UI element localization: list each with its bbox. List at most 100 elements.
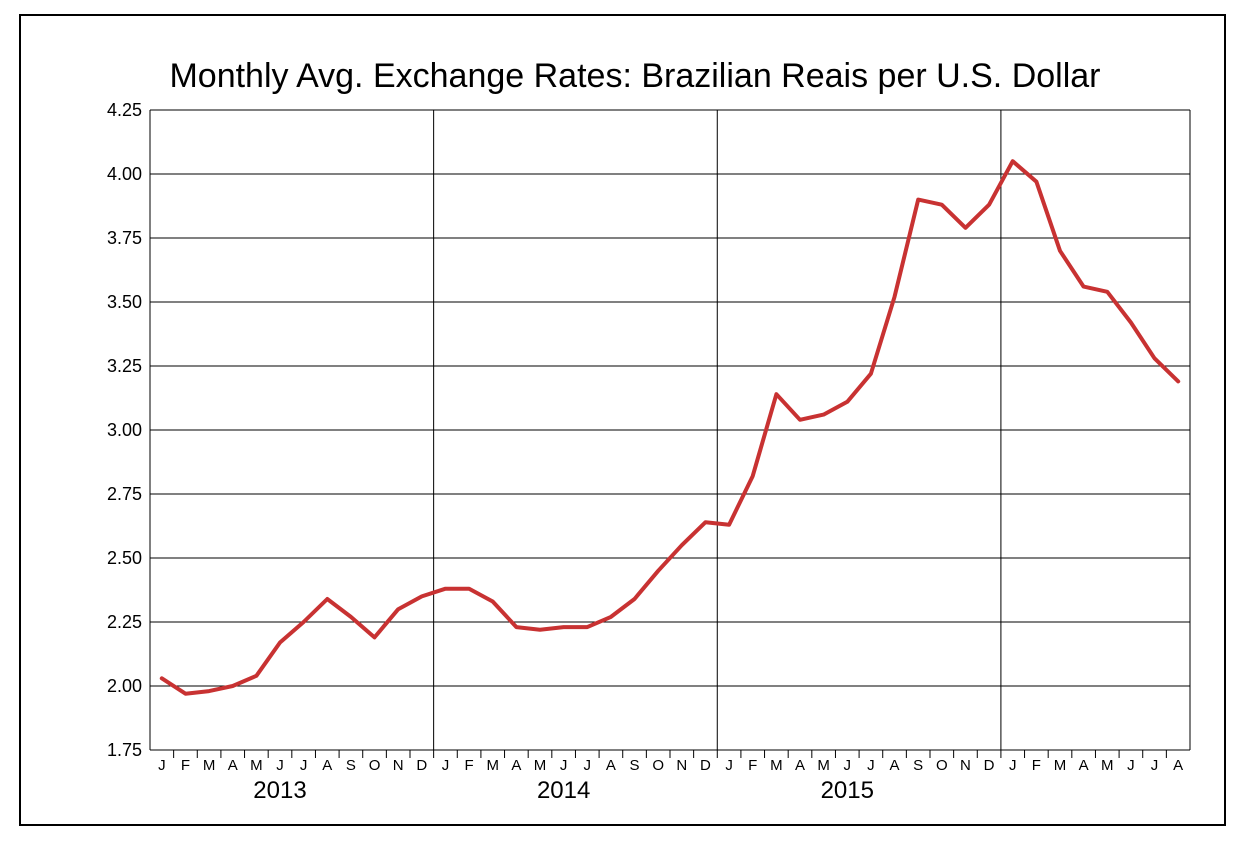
grid: [150, 109, 1190, 751]
y-tick-label: 4.25: [107, 100, 142, 120]
data-point: [775, 392, 778, 396]
x-tick-label: M: [817, 757, 830, 774]
data-point: [373, 636, 376, 639]
x-tick-label: A: [890, 757, 900, 774]
data-point: [467, 587, 471, 590]
x-tick-label: S: [913, 757, 923, 774]
chart-title: Monthly Avg. Exchange Rates: Brazilian R…: [169, 57, 1100, 95]
x-tick-label: J: [844, 757, 852, 774]
data-point: [656, 569, 660, 572]
x-tick-label: A: [1079, 757, 1089, 774]
data-point: [1129, 321, 1133, 324]
x-tick-label: O: [652, 757, 664, 774]
x-tick-label: N: [393, 757, 404, 774]
x-tick-label: M: [203, 757, 216, 774]
data-point: [1153, 357, 1156, 360]
x-tick-label: J: [1151, 757, 1159, 774]
series-layer: [159, 159, 1181, 696]
x-tick-label: J: [1127, 757, 1135, 774]
data-point: [396, 608, 400, 611]
y-tick-label: 1.75: [107, 740, 142, 760]
x-tick-label: M: [486, 757, 499, 774]
x-tick-label: J: [276, 757, 284, 774]
data-point: [940, 203, 944, 206]
x-tick-label: J: [560, 757, 568, 774]
x-tick-label: J: [584, 757, 592, 774]
data-point: [633, 597, 636, 601]
data-point: [609, 615, 613, 619]
x-tick-label: M: [1101, 757, 1114, 774]
data-point: [727, 523, 731, 526]
series-line: [159, 159, 1181, 696]
year-label: 2013: [253, 777, 306, 804]
data-point: [255, 674, 258, 677]
data-point: [846, 400, 849, 404]
data-point: [326, 597, 329, 601]
data-point: [1176, 380, 1180, 383]
x-tick-label: S: [630, 757, 640, 774]
x-tick-label: A: [511, 757, 521, 774]
data-point: [231, 684, 234, 688]
data-point: [704, 520, 707, 524]
axes: [149, 110, 1191, 758]
y-tick-label: 3.00: [107, 420, 142, 440]
x-tick-label: J: [867, 757, 875, 774]
data-point: [680, 544, 684, 547]
axis-labels: 1.75 2.00 2.25 2.50 2.75 3.00 3.25 3.50 3.75 4.00…: [107, 100, 1183, 804]
x-tick-label: M: [250, 757, 263, 774]
y-tick-label: 2.25: [107, 612, 142, 632]
x-tick-label: S: [346, 757, 356, 774]
x-tick-label: F: [181, 757, 190, 774]
y-tick-label: 3.75: [107, 228, 142, 248]
x-tick-label: M: [1054, 757, 1067, 774]
data-point: [491, 600, 494, 603]
x-tick-label: J: [442, 757, 450, 774]
data-point: [160, 677, 164, 680]
data-point: [207, 689, 211, 693]
data-point: [916, 198, 920, 201]
data-point: [1106, 290, 1109, 293]
data-point: [751, 474, 754, 478]
x-tick-label: D: [700, 757, 711, 774]
year-label: 2014: [537, 777, 590, 804]
data-point: [798, 418, 802, 421]
outer-frame: [19, 14, 1226, 826]
x-tick-label: O: [369, 757, 381, 774]
x-tick-label: A: [322, 757, 332, 774]
data-point: [987, 203, 991, 206]
year-label: 2015: [821, 777, 874, 804]
x-tick-label: O: [936, 757, 948, 774]
data-point: [562, 625, 565, 629]
data-point: [184, 692, 187, 695]
x-tick-label: J: [300, 757, 308, 774]
data-point: [302, 620, 305, 624]
data-point: [869, 372, 873, 375]
data-point: [1058, 249, 1062, 252]
x-tick-label: A: [228, 757, 238, 774]
x-tick-label: D: [416, 757, 427, 774]
data-point: [822, 413, 825, 416]
data-point: [1035, 180, 1038, 183]
y-tick-label: 2.50: [107, 548, 142, 568]
data-point: [538, 628, 542, 631]
x-tick-label: F: [1032, 757, 1041, 774]
x-tick-label: A: [795, 757, 805, 774]
data-point: [278, 641, 282, 644]
data-point: [444, 587, 447, 590]
x-tick-label: N: [676, 757, 687, 774]
x-tick-label: J: [1009, 757, 1017, 774]
data-point: [515, 625, 518, 629]
x-tick-label: A: [1173, 757, 1183, 774]
x-tick-label: N: [960, 757, 971, 774]
x-tick-label: J: [158, 757, 166, 774]
y-tick-label: 3.25: [107, 356, 142, 376]
data-point: [586, 625, 589, 629]
y-tick-label: 3.50: [107, 292, 142, 312]
data-point: [1082, 285, 1085, 288]
x-tick-label: M: [534, 757, 547, 774]
y-tick-label: 2.75: [107, 484, 142, 504]
data-point: [349, 615, 353, 619]
x-tick-label: M: [770, 757, 783, 774]
data-point: [964, 226, 967, 229]
